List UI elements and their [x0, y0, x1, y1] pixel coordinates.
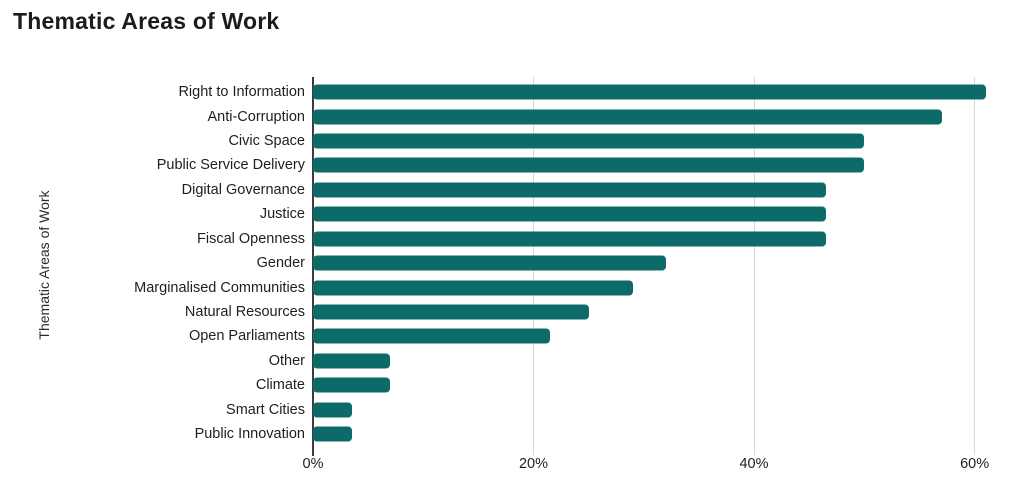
- bar: [313, 255, 666, 271]
- chart-row: Natural Resources: [0, 300, 990, 324]
- bar: [313, 84, 986, 100]
- bar-track: [313, 324, 990, 348]
- bar-track: [313, 300, 990, 324]
- x-tick-label: 0%: [302, 456, 324, 472]
- chart-row: Anti-Corruption: [0, 104, 990, 128]
- chart-row: Marginalised Communities: [0, 275, 990, 299]
- bar: [313, 402, 352, 418]
- page-title: Thematic Areas of Work: [13, 8, 280, 34]
- bar-track: [313, 129, 990, 153]
- bar: [313, 328, 551, 344]
- bar: [313, 182, 826, 198]
- bar-track: [313, 251, 990, 275]
- bar-track: [313, 422, 990, 446]
- bar: [313, 109, 942, 125]
- chart-row: Public Service Delivery: [0, 153, 990, 177]
- category-label: Public Service Delivery: [156, 157, 305, 174]
- chart-row: Digital Governance: [0, 178, 990, 202]
- bar: [313, 304, 589, 320]
- category-label: Marginalised Communities: [134, 279, 305, 296]
- chart-row: Climate: [0, 373, 990, 397]
- bar-track: [313, 80, 990, 104]
- bar: [313, 377, 391, 393]
- bar-track: [313, 104, 990, 128]
- bar: [313, 231, 826, 247]
- bar-track: [313, 202, 990, 226]
- bar-track: [313, 373, 990, 397]
- x-tick-label: 40%: [739, 456, 769, 472]
- chart-row: Smart Cities: [0, 397, 990, 421]
- category-label: Smart Cities: [226, 401, 305, 418]
- x-axis: 0% 20% 40% 60%: [0, 456, 1024, 476]
- category-label: Fiscal Openness: [197, 230, 305, 247]
- chart-row: Other: [0, 349, 990, 373]
- chart-row: Right to Information: [0, 80, 990, 104]
- category-label: Open Parliaments: [188, 328, 305, 345]
- chart-row: Open Parliaments: [0, 324, 990, 348]
- x-tick-label: 60%: [960, 456, 990, 472]
- bar-track: [313, 178, 990, 202]
- bar-track: [313, 397, 990, 421]
- bar-track: [313, 275, 990, 299]
- gridline: [974, 77, 976, 455]
- category-label: Gender: [256, 255, 305, 272]
- category-label: Right to Information: [178, 84, 305, 101]
- category-label: Natural Resources: [184, 304, 305, 320]
- chart-row: Civic Space: [0, 129, 990, 153]
- category-label: Digital Governance: [181, 181, 305, 198]
- gridline: [753, 77, 755, 455]
- category-label: Climate: [255, 377, 305, 394]
- x-tick-label: 20%: [518, 456, 549, 472]
- category-label: Anti-Corruption: [207, 108, 305, 125]
- bar: [313, 426, 352, 442]
- bar: [313, 353, 391, 369]
- category-label: Civic Space: [228, 133, 305, 150]
- bar: [313, 280, 633, 296]
- category-label: Justice: [259, 206, 305, 223]
- category-label: Public Innovation: [194, 426, 305, 443]
- bar-chart: Right to Information Anti-Corruption Civic…: [0, 80, 990, 446]
- category-label: Other: [268, 352, 305, 369]
- chart-row: Fiscal Openness: [0, 227, 990, 251]
- bar-track: [313, 227, 990, 251]
- bar-track: [313, 153, 990, 177]
- bar: [313, 133, 865, 149]
- chart-row: Public Innovation: [0, 422, 990, 446]
- bar: [313, 206, 826, 222]
- bar-track: [313, 349, 990, 373]
- chart-row: Justice: [0, 202, 990, 226]
- chart-row: Gender: [0, 251, 990, 275]
- bar: [313, 157, 865, 173]
